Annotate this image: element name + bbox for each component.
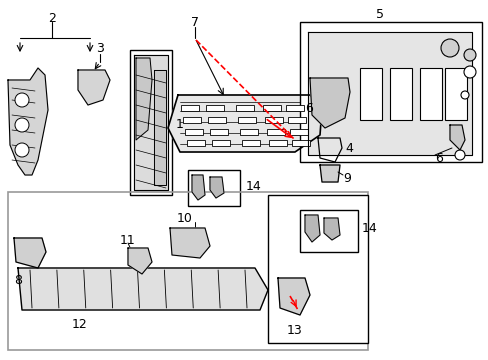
Text: 2: 2 <box>48 12 56 24</box>
Circle shape <box>460 91 468 99</box>
Bar <box>444 68 466 120</box>
Circle shape <box>15 93 29 107</box>
Text: 11: 11 <box>120 234 136 247</box>
Bar <box>184 129 203 135</box>
Text: 14: 14 <box>245 180 261 193</box>
Polygon shape <box>209 177 224 198</box>
Bar <box>266 129 285 135</box>
Polygon shape <box>317 138 341 162</box>
Text: 6: 6 <box>434 152 442 165</box>
Circle shape <box>440 39 458 57</box>
Bar <box>238 117 256 123</box>
Bar <box>267 195 367 343</box>
Circle shape <box>454 150 464 160</box>
Bar <box>264 117 283 123</box>
Bar <box>187 170 240 206</box>
Text: 4: 4 <box>345 141 352 154</box>
Text: 3: 3 <box>96 41 104 54</box>
Polygon shape <box>309 78 349 128</box>
Bar <box>183 117 201 123</box>
Text: 7: 7 <box>191 15 199 28</box>
Polygon shape <box>305 215 319 242</box>
Polygon shape <box>324 218 339 240</box>
Bar <box>299 210 357 252</box>
Bar <box>268 140 286 146</box>
Bar <box>181 105 199 111</box>
Bar <box>236 105 253 111</box>
Polygon shape <box>78 70 110 105</box>
Bar <box>359 68 381 120</box>
Circle shape <box>15 143 29 157</box>
Text: 12: 12 <box>72 318 88 330</box>
Text: 9: 9 <box>342 171 350 184</box>
Bar <box>130 50 172 195</box>
Text: 13: 13 <box>286 324 302 337</box>
Bar <box>287 117 305 123</box>
Bar <box>209 129 227 135</box>
Circle shape <box>15 118 29 132</box>
Text: 1: 1 <box>176 118 183 131</box>
Polygon shape <box>8 68 48 175</box>
Text: 5: 5 <box>375 8 383 21</box>
Bar <box>289 129 307 135</box>
Bar <box>419 68 441 120</box>
Circle shape <box>463 66 475 78</box>
Text: 10: 10 <box>177 211 193 225</box>
Polygon shape <box>154 70 165 185</box>
Bar <box>186 140 204 146</box>
Text: 8: 8 <box>14 274 22 287</box>
Bar <box>299 22 481 162</box>
Bar <box>205 105 224 111</box>
Text: 14: 14 <box>361 221 377 234</box>
Text: 6: 6 <box>305 102 312 114</box>
Bar <box>8 192 367 350</box>
Polygon shape <box>134 55 168 190</box>
Bar <box>389 68 411 120</box>
Polygon shape <box>192 175 204 200</box>
Bar <box>207 117 225 123</box>
Bar <box>263 105 281 111</box>
Polygon shape <box>14 238 46 268</box>
Polygon shape <box>128 248 152 274</box>
Polygon shape <box>319 165 339 182</box>
Polygon shape <box>278 278 309 315</box>
Circle shape <box>463 49 475 61</box>
Polygon shape <box>168 95 321 152</box>
Polygon shape <box>18 268 267 310</box>
Polygon shape <box>136 58 152 140</box>
Bar <box>285 105 304 111</box>
Bar <box>242 140 260 146</box>
Bar <box>291 140 309 146</box>
Polygon shape <box>170 228 209 258</box>
Polygon shape <box>307 32 471 155</box>
Polygon shape <box>449 125 464 150</box>
Bar <box>240 129 258 135</box>
Bar <box>212 140 229 146</box>
